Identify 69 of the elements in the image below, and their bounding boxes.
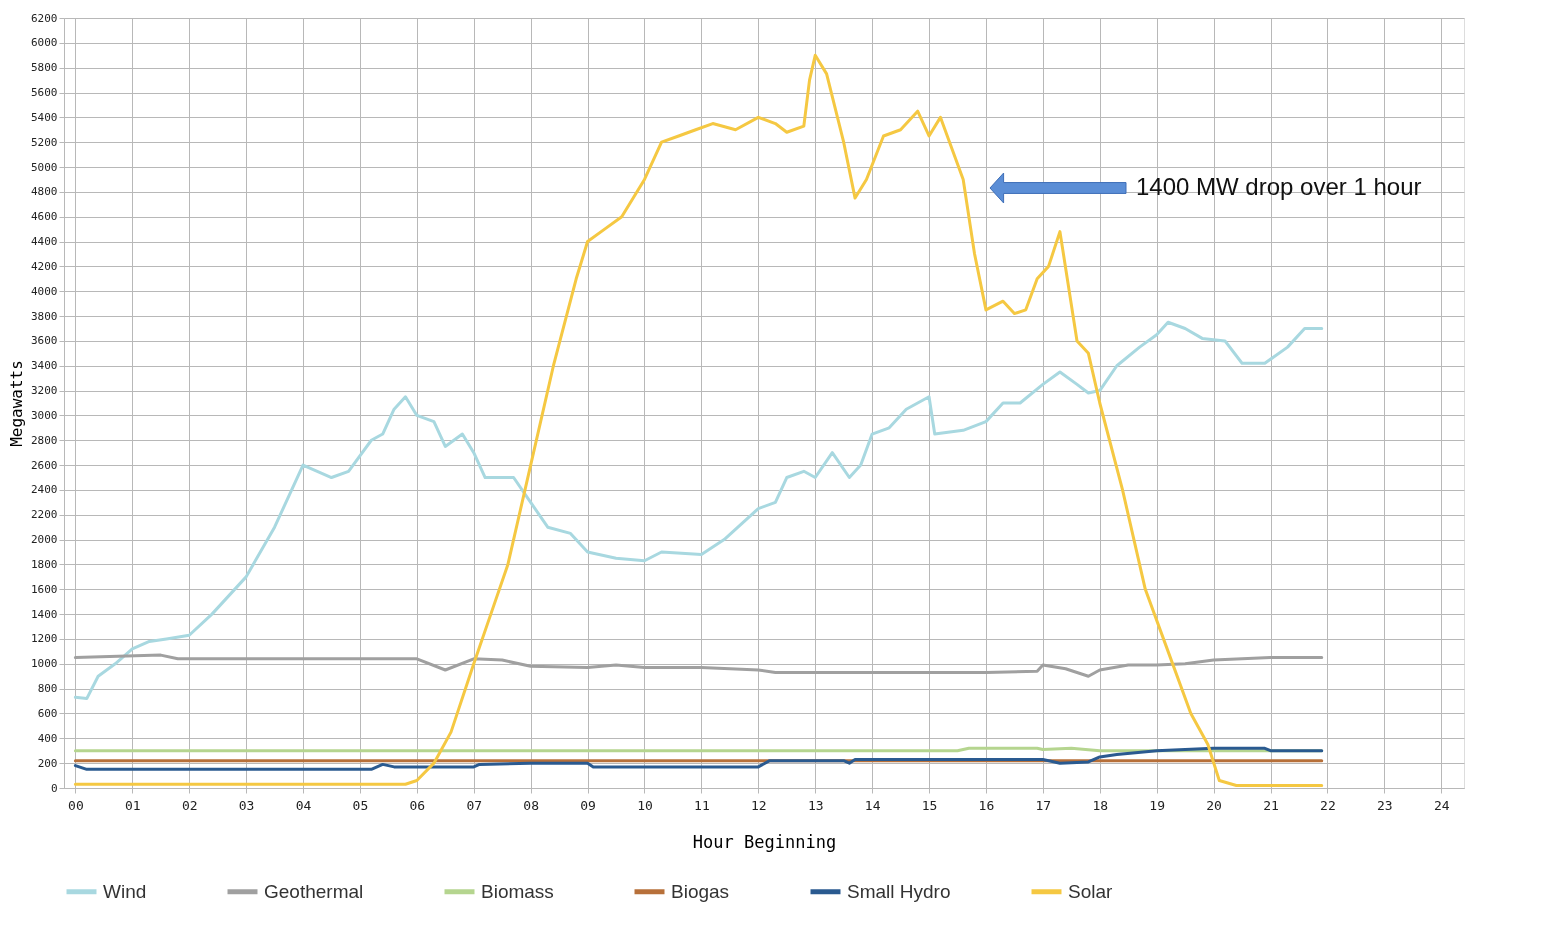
legend-label: Biogas [671, 880, 730, 902]
x-tick-label: 06 [409, 797, 426, 813]
x-tick-label: 00 [68, 797, 84, 813]
x-tick-label: 18 [1092, 797, 1109, 813]
x-tick-label: 05 [352, 797, 369, 813]
x-tick-label: 16 [978, 797, 995, 813]
y-tick-label: 600 [37, 706, 58, 720]
y-tick-label: 5400 [31, 110, 58, 124]
y-tick-label: 5600 [31, 86, 58, 100]
legend-label: Geothermal [264, 880, 364, 902]
x-tick-label: 15 [921, 797, 938, 813]
line-series [73, 653, 1324, 678]
x-tick-label: 20 [1206, 797, 1222, 813]
x-axis-title: Hour Beginning [692, 831, 837, 852]
y-tick-label: 5800 [31, 61, 58, 75]
x-tick-label: 07 [466, 797, 483, 813]
legend-label: Wind [103, 880, 147, 902]
y-axis-title: Megawatts [7, 360, 27, 447]
y-tick-label: 4800 [31, 185, 58, 199]
x-tick-label: 21 [1263, 797, 1279, 813]
y-tick-label: 3400 [31, 359, 58, 373]
y-tick-label: 0 [50, 781, 58, 795]
y-tick-label: 1800 [31, 557, 58, 571]
y-tick-label: 6200 [31, 11, 58, 25]
x-tick-label: 01 [124, 797, 141, 813]
y-tick-label: 5200 [31, 135, 58, 149]
legend-label: Solar [1068, 880, 1114, 902]
x-tick-label: 24 [1433, 797, 1450, 813]
line-series [73, 746, 1324, 771]
x-tick-label: 13 [807, 797, 824, 813]
y-tick-label: 2200 [31, 508, 58, 522]
y-tick-label: 2400 [31, 483, 58, 497]
x-tick-label: 14 [864, 797, 881, 813]
y-tick-label: 5000 [31, 160, 58, 174]
legend-label: Biomass [481, 880, 554, 902]
x-tick-label: 08 [523, 797, 539, 813]
y-tick-label: 4200 [31, 259, 58, 273]
y-tick-label: 1200 [31, 632, 58, 646]
y-tick-label: 3600 [31, 334, 58, 348]
x-tick-label: 22 [1320, 797, 1336, 813]
y-tick-label: 1000 [31, 657, 58, 671]
y-tick-label: 2000 [31, 533, 58, 547]
x-tick-label: 09 [580, 797, 596, 813]
y-tick-label: 1600 [31, 582, 58, 596]
y-tick-label: 2600 [31, 458, 58, 472]
y-tick-label: 4600 [31, 210, 58, 224]
y-tick-label: 200 [37, 756, 58, 770]
y-tick-label: 2800 [31, 433, 58, 447]
y-tick-label: 4000 [31, 284, 58, 298]
y-tick-label: 1400 [31, 607, 58, 621]
y-tick-label: 3800 [31, 309, 58, 323]
x-tick-label: 10 [637, 797, 653, 813]
x-tick-label: 12 [750, 797, 767, 813]
y-tick-label: 3200 [31, 384, 58, 398]
x-tick-label: 19 [1149, 797, 1166, 813]
y-tick-label: 800 [37, 682, 58, 696]
legend-label: Small Hydro [847, 880, 951, 902]
y-tick-label: 4400 [31, 235, 58, 249]
y-tick-label: 6000 [31, 36, 58, 50]
y-tick-label: 400 [37, 731, 58, 745]
x-tick-label: 17 [1035, 797, 1052, 813]
x-tick-label: 11 [694, 797, 710, 813]
x-tick-label: 03 [238, 797, 255, 813]
x-tick-label: 23 [1377, 797, 1393, 813]
annotation: 1400 MW drop over 1 hour [1136, 173, 1422, 200]
y-tick-label: 3000 [31, 408, 58, 422]
line-series [73, 320, 1324, 701]
x-tick-label: 02 [181, 797, 198, 813]
x-tick-label: 04 [295, 797, 312, 813]
